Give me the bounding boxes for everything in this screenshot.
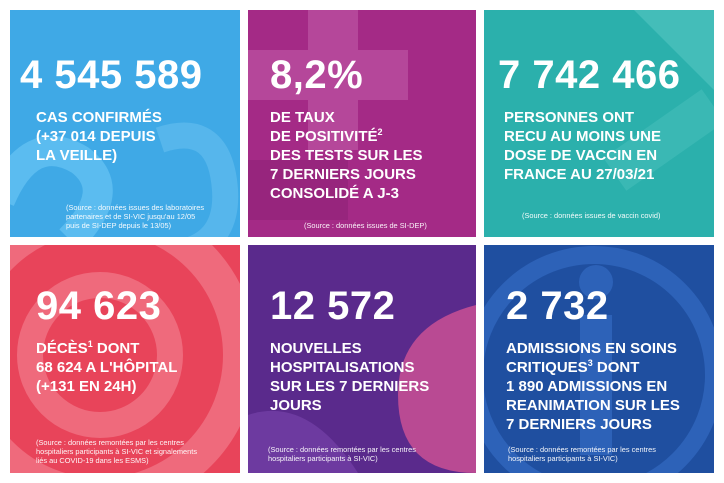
stat-line: DE POSITIVITÉ2: [270, 127, 383, 146]
stat-line: LA VEILLE): [36, 147, 118, 164]
source-line: hospitaliers participants à SI-VIC): [508, 454, 618, 463]
stat-line: JOURS: [270, 397, 322, 414]
stat-tile-deaths: 94 623 DÉCÈS1 DONT 68 624 A L'HÔPITAL (+…: [10, 245, 240, 473]
stat-description: DÉCÈS1 DONT 68 624 A L'HÔPITAL (+131 EN …: [36, 339, 177, 396]
stat-line: HOSPITALISATIONS: [270, 359, 415, 376]
stat-line: 1 890 ADMISSIONS EN: [506, 378, 668, 395]
stat-line: ADMISSIONS EN SOINS: [506, 340, 677, 357]
stat-line: 7 DERNIERS JOURS: [270, 166, 416, 183]
stat-number: 8,2%: [270, 53, 364, 97]
stat-description: CAS CONFIRMÉS (+37 014 DEPUIS LA VEILLE): [36, 108, 162, 165]
source-line: hospitaliers participants à SI-VIC): [268, 454, 378, 463]
stat-line: DOSE DE VACCIN EN: [504, 147, 658, 164]
stat-line: PERSONNES ONT: [504, 109, 635, 126]
footnote-marker: 3: [587, 358, 593, 368]
stat-line: CONSOLIDÉ A J-3: [270, 185, 399, 202]
source-note: (Source : données remontées par les cent…: [268, 445, 416, 463]
source-line: (Source : données remontées par les cent…: [268, 445, 416, 454]
source-note: (Source : données remontées par les cent…: [508, 445, 656, 463]
stat-number: 94 623: [36, 284, 162, 328]
stat-number: 12 572: [270, 284, 396, 328]
stat-line: 7 DERNIERS JOURS: [506, 416, 652, 433]
source-note: (Source : données issues de SI-DEP): [304, 221, 427, 230]
stat-line: 68 624 A L'HÔPITAL: [36, 359, 178, 376]
stat-line: DÉCÈS1 DONT: [36, 339, 140, 358]
footnote-marker: 1: [87, 339, 93, 349]
stat-line: (+131 EN 24H): [36, 378, 137, 395]
source-line: (Source : données remontées par les cent…: [508, 445, 656, 454]
stat-line: SUR LES 7 DERNIERS: [270, 378, 430, 395]
stat-line: DES TESTS SUR LES: [270, 147, 423, 164]
source-line: (Source : données issues des laboratoire…: [66, 203, 205, 212]
stat-tile-vaccinated: 7 742 466 PERSONNES ONT RECU AU MOINS UN…: [484, 10, 714, 237]
source-note: (Source : données remontées par les cent…: [36, 438, 197, 465]
stat-tile-critical-care: 2 732 ADMISSIONS EN SOINS CRITIQUES3 DON…: [484, 245, 714, 473]
stat-line: NOUVELLES: [270, 340, 362, 357]
stat-tile-positivity-rate: 8,2% DE TAUX DE POSITIVITÉ2 DES TESTS SU…: [248, 10, 476, 237]
stat-tile-hospitalisations: 12 572 NOUVELLES HOSPITALISATIONS SUR LE…: [248, 245, 476, 473]
stat-number: 7 742 466: [498, 53, 681, 97]
stat-description: PERSONNES ONT RECU AU MOINS UNE DOSE DE …: [504, 108, 661, 184]
source-line: hospitaliers participants à SI-VIC et si…: [36, 447, 198, 456]
source-note: (Source : données issues des laboratoire…: [66, 203, 204, 230]
stat-line: CAS CONFIRMÉS: [36, 109, 162, 126]
stat-description: NOUVELLES HOSPITALISATIONS SUR LES 7 DER…: [270, 339, 429, 415]
stat-line: RECU AU MOINS UNE: [504, 128, 661, 145]
source-line: (Source : données remontées par les cent…: [36, 438, 184, 447]
stat-line: FRANCE AU 27/03/21: [504, 166, 655, 183]
stat-line: REANIMATION SUR LES: [506, 397, 680, 414]
source-line: (Source : données issues de vaccin covid…: [522, 211, 661, 220]
stat-line: DE TAUX: [270, 109, 335, 126]
source-note: (Source : données issues de vaccin covid…: [522, 211, 660, 220]
stat-line: (+37 014 DEPUIS: [36, 128, 156, 145]
source-line: partenaires et de SI-VIC jusqu'au 12/05: [66, 212, 196, 221]
source-line: puis de SI-DEP depuis le 13/05): [66, 221, 172, 230]
source-line: (Source : données issues de SI-DEP): [304, 221, 427, 230]
stat-line: CRITIQUES3 DONT: [506, 358, 640, 377]
source-line: liés au COVID-19 dans les ESMS): [36, 456, 149, 465]
footnote-marker: 2: [377, 127, 383, 137]
stat-description: DE TAUX DE POSITIVITÉ2 DES TESTS SUR LES…: [270, 108, 423, 203]
stat-tile-confirmed-cases: 4 545 589 CAS CONFIRMÉS (+37 014 DEPUIS …: [10, 10, 240, 237]
stat-number: 2 732: [506, 284, 609, 328]
stat-description: ADMISSIONS EN SOINS CRITIQUES3 DONT 1 89…: [506, 339, 680, 434]
stat-number: 4 545 589: [20, 53, 203, 97]
